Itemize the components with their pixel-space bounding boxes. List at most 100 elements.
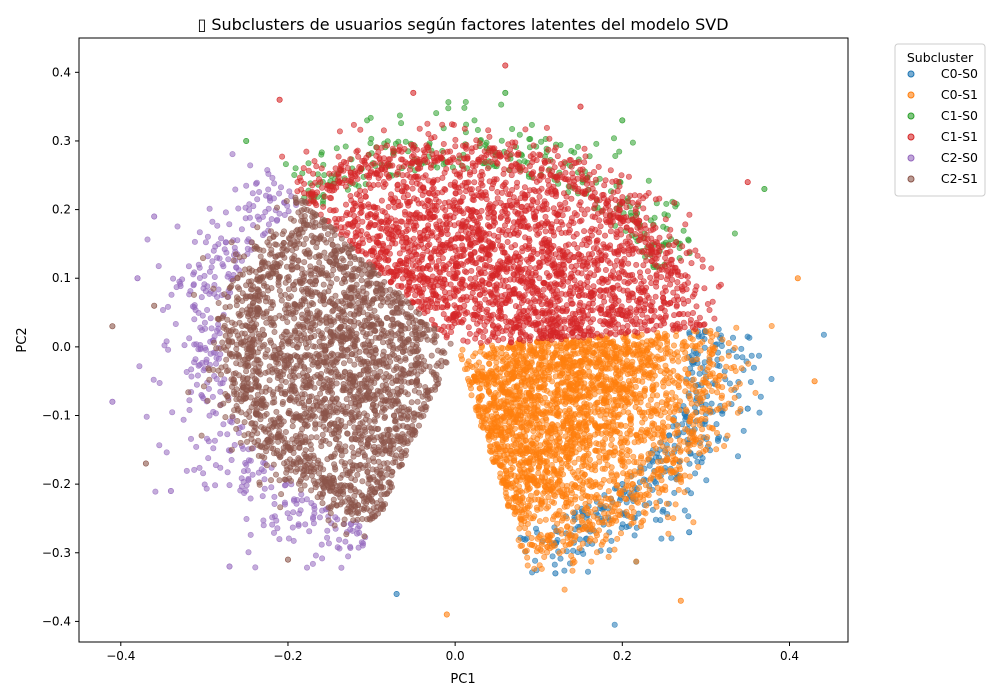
data-point	[621, 486, 628, 493]
data-point	[731, 230, 738, 237]
data-point	[686, 211, 693, 218]
data-point	[657, 517, 664, 524]
data-point	[588, 380, 595, 387]
data-point	[461, 125, 468, 132]
data-point	[657, 368, 664, 375]
data-point	[637, 455, 644, 462]
data-point	[405, 202, 412, 209]
data-point	[630, 519, 637, 526]
data-point	[305, 160, 312, 167]
data-point	[676, 377, 683, 384]
data-point	[470, 353, 477, 360]
data-point	[571, 482, 578, 489]
data-point	[752, 389, 759, 396]
data-point	[651, 214, 658, 221]
data-point	[682, 378, 689, 385]
data-point	[731, 394, 738, 401]
data-point	[406, 166, 413, 173]
data-point	[597, 292, 604, 299]
data-point	[523, 535, 530, 542]
data-point	[620, 458, 627, 465]
data-point	[441, 169, 448, 176]
data-point	[596, 341, 603, 348]
data-point	[707, 359, 714, 366]
data-point	[667, 467, 674, 474]
data-point	[506, 424, 513, 431]
data-point	[495, 404, 502, 411]
data-point	[353, 148, 360, 155]
data-point	[291, 172, 298, 179]
data-point	[647, 396, 654, 403]
data-point	[605, 488, 612, 495]
data-point	[614, 282, 621, 289]
data-point	[579, 540, 586, 547]
data-point	[696, 314, 703, 321]
data-point	[590, 483, 597, 490]
data-point	[568, 215, 575, 222]
data-point	[644, 430, 651, 437]
data-point	[364, 117, 371, 124]
data-point	[531, 284, 538, 291]
data-point	[688, 260, 695, 267]
data-point	[566, 342, 573, 349]
data-point	[670, 367, 677, 374]
data-point	[542, 516, 549, 523]
data-point	[629, 358, 636, 365]
data-point	[668, 389, 675, 396]
data-point	[445, 105, 452, 112]
data-point	[545, 494, 552, 501]
data-point	[685, 236, 692, 243]
data-point	[461, 366, 468, 373]
data-point	[590, 513, 597, 520]
data-point	[602, 376, 609, 383]
data-point	[513, 493, 520, 500]
data-point	[498, 137, 505, 144]
data-point	[571, 149, 578, 156]
data-point	[640, 369, 647, 376]
data-point	[569, 469, 576, 476]
data-point	[555, 226, 562, 233]
data-point	[638, 358, 645, 365]
data-point	[510, 194, 517, 201]
data-point	[545, 503, 552, 510]
data-point	[335, 153, 342, 160]
data-point	[558, 379, 565, 386]
data-point	[443, 611, 450, 618]
data-point	[701, 285, 708, 292]
data-point	[645, 177, 652, 184]
data-point	[732, 367, 739, 374]
data-point	[694, 252, 701, 259]
data-point	[608, 430, 615, 437]
data-point	[425, 131, 432, 138]
data-point	[612, 153, 619, 160]
data-point	[502, 490, 509, 497]
data-point	[711, 315, 718, 322]
data-point	[243, 138, 250, 145]
data-point	[586, 477, 593, 484]
data-point	[310, 170, 317, 177]
data-point	[591, 494, 598, 501]
data-point	[584, 206, 591, 213]
data-point	[614, 535, 621, 542]
data-point	[703, 477, 710, 484]
data-point	[685, 513, 692, 520]
data-point	[599, 538, 606, 545]
data-point	[608, 520, 615, 527]
data-point	[563, 410, 570, 417]
data-point	[646, 462, 653, 469]
data-point	[626, 469, 633, 476]
data-point	[616, 148, 623, 155]
data-point	[652, 408, 659, 415]
data-point	[582, 492, 589, 499]
data-point	[713, 331, 720, 338]
data-point	[701, 344, 708, 351]
data-point	[505, 191, 512, 198]
data-point	[689, 309, 696, 316]
data-point	[733, 324, 740, 331]
data-point	[683, 456, 690, 463]
data-point	[625, 260, 632, 267]
data-point	[563, 395, 570, 402]
data-point	[721, 373, 728, 380]
data-point	[560, 487, 567, 494]
data-point	[321, 172, 328, 179]
